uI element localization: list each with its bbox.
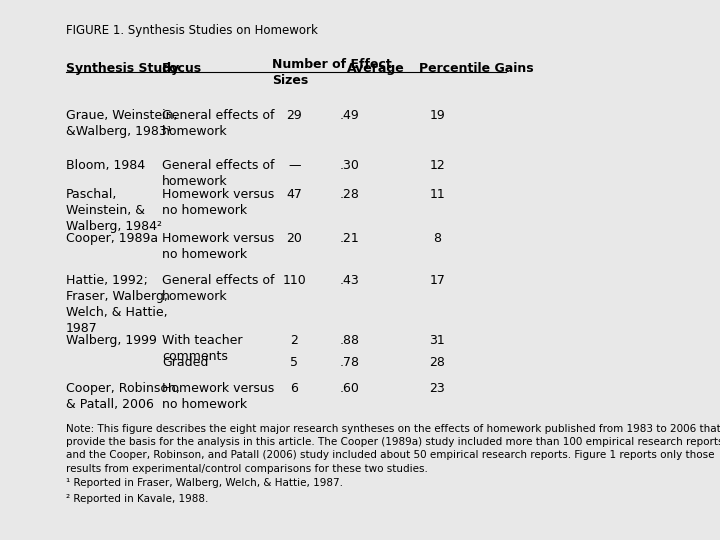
Text: 31: 31 — [430, 334, 445, 347]
Text: 12: 12 — [430, 159, 445, 172]
Text: ² Reported in Kavale, 1988.: ² Reported in Kavale, 1988. — [66, 494, 208, 504]
Text: General effects of
homework: General effects of homework — [162, 159, 275, 188]
Text: 23: 23 — [430, 382, 445, 395]
Text: Bloom, 1984: Bloom, 1984 — [66, 159, 145, 172]
Text: Homework versus
no homework: Homework versus no homework — [162, 382, 274, 411]
Text: Paschal,
Weinstein, &
Walberg, 1984²: Paschal, Weinstein, & Walberg, 1984² — [66, 188, 162, 233]
Text: Focus: Focus — [162, 62, 202, 75]
Text: ¹ Reported in Fraser, Walberg, Welch, & Hattie, 1987.: ¹ Reported in Fraser, Walberg, Welch, & … — [66, 478, 343, 488]
Text: Graue, Weinstein,
&Walberg, 1983¹: Graue, Weinstein, &Walberg, 1983¹ — [66, 109, 178, 138]
Text: FIGURE 1. Synthesis Studies on Homework: FIGURE 1. Synthesis Studies on Homework — [66, 24, 318, 37]
Text: 2: 2 — [290, 334, 298, 347]
Text: Number of Effect
Sizes: Number of Effect Sizes — [272, 58, 392, 87]
Text: 20: 20 — [287, 232, 302, 245]
Text: With teacher
comments: With teacher comments — [162, 334, 243, 363]
Text: 29: 29 — [287, 109, 302, 122]
Text: 11: 11 — [430, 188, 445, 201]
Text: 8: 8 — [433, 232, 441, 245]
Text: 47: 47 — [287, 188, 302, 201]
Text: Synthesis Study: Synthesis Study — [66, 62, 179, 75]
Text: .21: .21 — [339, 232, 359, 245]
Text: 6: 6 — [290, 382, 298, 395]
Text: .28: .28 — [339, 188, 359, 201]
Text: Percentile Gains: Percentile Gains — [419, 62, 534, 75]
Text: Cooper, Robinson,
& Patall, 2006: Cooper, Robinson, & Patall, 2006 — [66, 382, 180, 411]
Text: 110: 110 — [282, 274, 306, 287]
Text: Homework versus
no homework: Homework versus no homework — [162, 188, 274, 217]
Text: Note: This figure describes the eight major research syntheses on the effects of: Note: This figure describes the eight ma… — [66, 424, 720, 474]
Text: —: — — [288, 159, 300, 172]
Text: 19: 19 — [430, 109, 445, 122]
Text: Walberg, 1999: Walberg, 1999 — [66, 334, 157, 347]
Text: Average: Average — [346, 62, 405, 75]
Text: 28: 28 — [429, 356, 445, 369]
Text: Cooper, 1989a: Cooper, 1989a — [66, 232, 158, 245]
Text: Homework versus
no homework: Homework versus no homework — [162, 232, 274, 261]
Text: .60: .60 — [339, 382, 359, 395]
Text: .88: .88 — [339, 334, 359, 347]
Text: .30: .30 — [339, 159, 359, 172]
Text: General effects of
homework: General effects of homework — [162, 274, 275, 303]
Text: .78: .78 — [339, 356, 359, 369]
Text: .43: .43 — [339, 274, 359, 287]
Text: Hattie, 1992;
Fraser, Walberg,
Welch, & Hattie,
1987: Hattie, 1992; Fraser, Walberg, Welch, & … — [66, 274, 168, 335]
Text: 5: 5 — [290, 356, 298, 369]
Text: 17: 17 — [429, 274, 445, 287]
Text: General effects of
homework: General effects of homework — [162, 109, 275, 138]
Text: .49: .49 — [339, 109, 359, 122]
Text: Graded: Graded — [162, 356, 209, 369]
